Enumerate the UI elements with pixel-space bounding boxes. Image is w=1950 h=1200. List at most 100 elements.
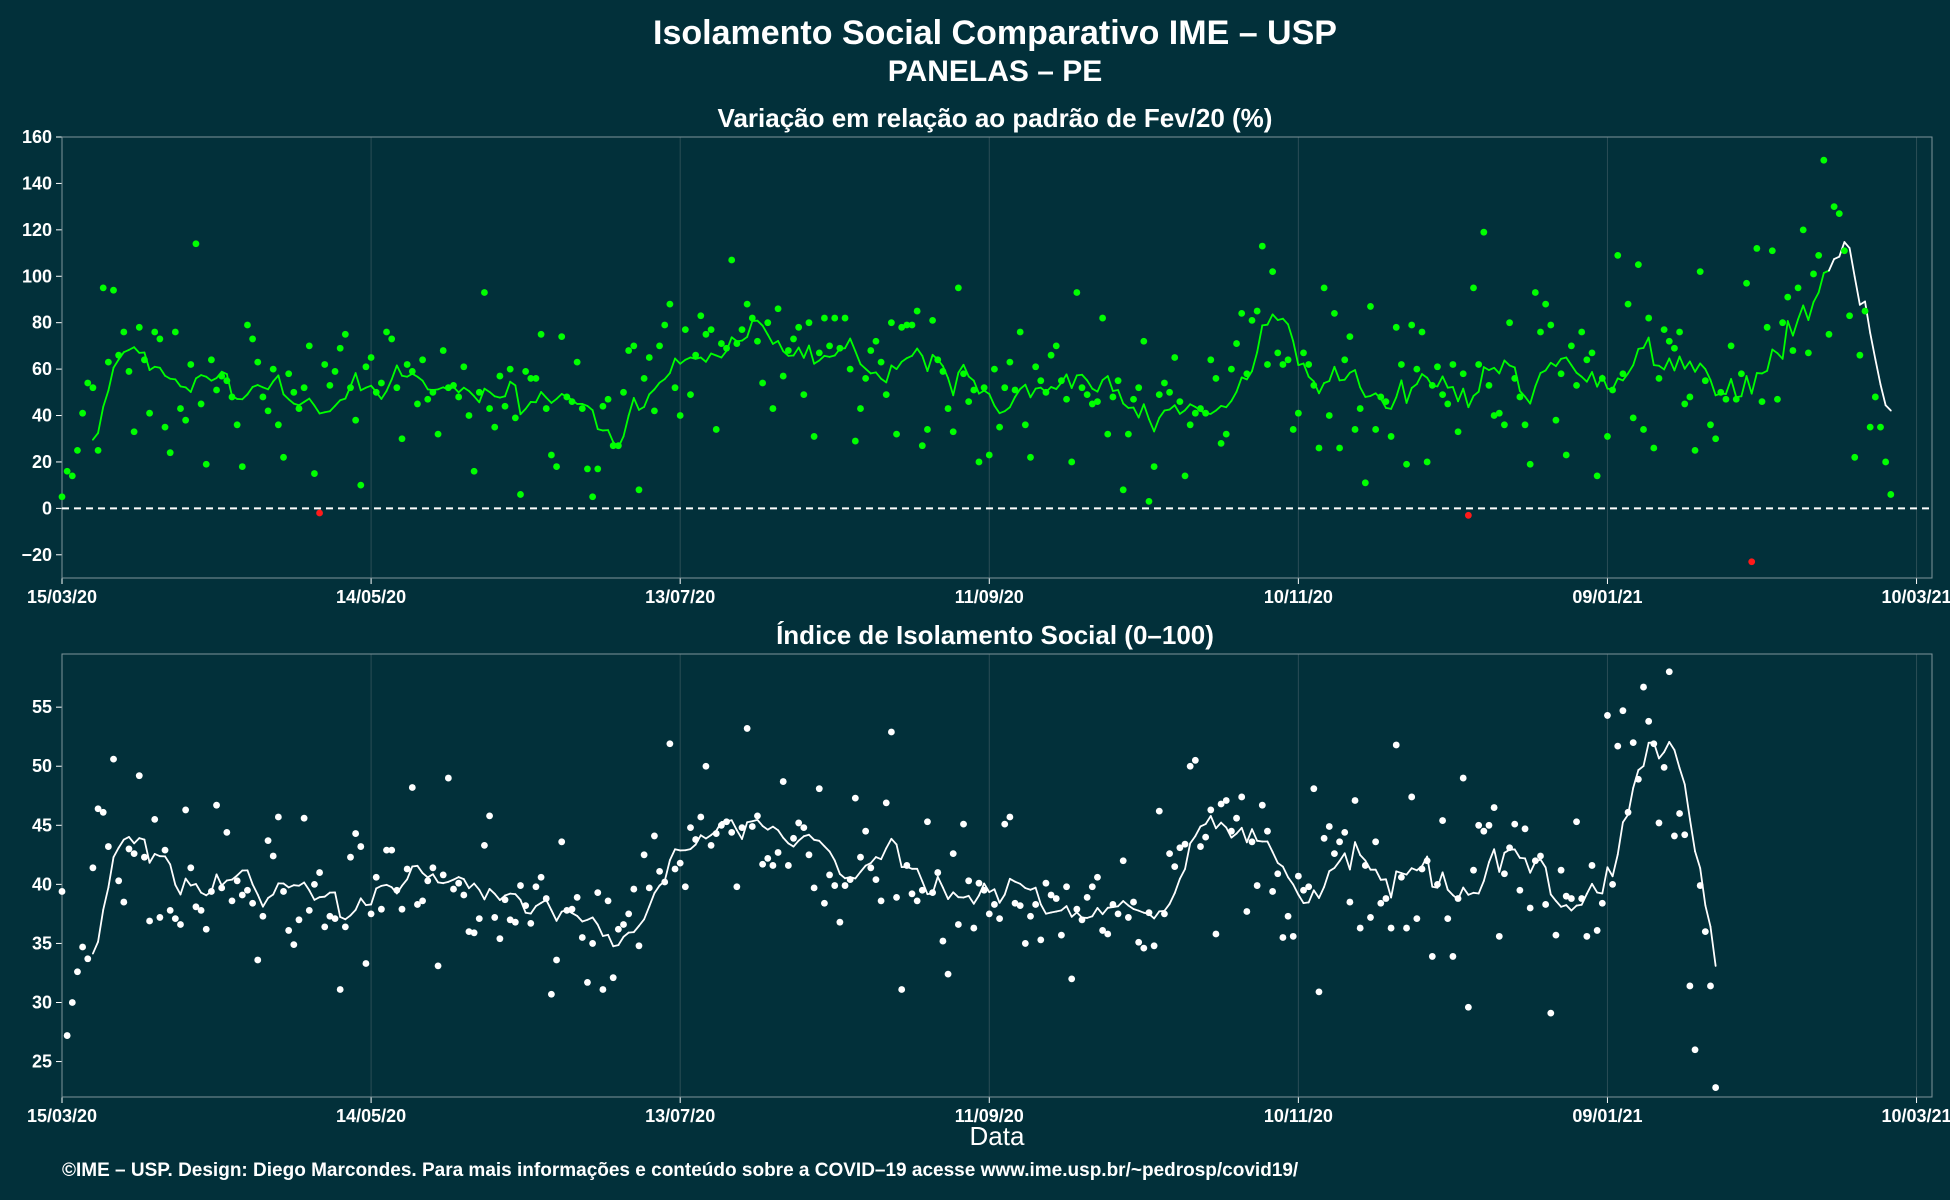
p1-point <box>1341 356 1349 364</box>
p2-trend-segment <box>122 836 130 841</box>
p1-trend-segment <box>380 390 388 400</box>
p2-point <box>1222 797 1230 804</box>
p2-point <box>141 853 148 861</box>
p1-point <box>1099 314 1107 322</box>
p1-point <box>202 460 210 468</box>
p2-point <box>1454 895 1462 902</box>
p1-point <box>975 458 983 466</box>
p1-trend-segment <box>715 354 723 359</box>
p2-trend-segment <box>808 833 816 841</box>
p1-point <box>651 407 658 415</box>
p2-point <box>1305 883 1313 891</box>
p2-point <box>362 960 370 967</box>
p1-point <box>1686 393 1694 401</box>
p2-point <box>1155 807 1163 815</box>
p1-trend-segment <box>627 397 635 417</box>
p2-trend-segment <box>1513 848 1521 859</box>
p1-point <box>99 284 107 292</box>
p2-trend-segment <box>833 859 841 875</box>
p1-point <box>738 326 746 334</box>
p2-trend-segment <box>1328 867 1336 873</box>
p2-point <box>939 937 947 945</box>
p1-point <box>1130 395 1137 403</box>
p1-trend-segment <box>457 386 465 394</box>
p1-trend-segment <box>1132 406 1140 419</box>
p1-trend-segment <box>1812 291 1820 304</box>
p2-trend-segment <box>1117 900 1125 908</box>
p1-trend-segment <box>1415 373 1423 385</box>
p1-point <box>1114 377 1122 385</box>
p1-point <box>1624 300 1632 308</box>
p1-point <box>1274 349 1282 357</box>
p2-point <box>1356 924 1364 932</box>
p1-trend-segment <box>1730 378 1738 399</box>
p2-point <box>733 883 741 891</box>
p2-point <box>398 905 406 913</box>
p1-trend-segment <box>1271 313 1279 321</box>
p2-point <box>784 862 792 869</box>
p2-trend-segment <box>735 829 743 840</box>
p1-trend-segment <box>267 380 275 391</box>
p1-trend-segment <box>478 387 486 404</box>
p2-trend-segment <box>287 884 295 889</box>
p1-trend-segment <box>303 397 311 403</box>
p2-point <box>1408 793 1416 801</box>
p1-point <box>249 335 257 343</box>
p1-point <box>1078 384 1086 392</box>
p2-point <box>264 837 272 845</box>
p1-point <box>1531 289 1539 296</box>
p2-point <box>851 794 859 802</box>
p1-point <box>1408 321 1416 329</box>
p1-point <box>1820 156 1828 164</box>
p2-trend-segment <box>1549 893 1557 902</box>
p1-trend-segment <box>524 401 532 410</box>
p1-point <box>326 381 334 389</box>
p2-point <box>305 906 313 914</box>
p1-point <box>821 314 828 322</box>
p2-trend-segment <box>1086 915 1094 919</box>
p1-trend-segment <box>1333 365 1341 382</box>
p1-trend-segment <box>1694 362 1702 373</box>
p2-trend-segment <box>354 897 362 911</box>
p1-point <box>991 365 998 373</box>
p2-point <box>290 941 298 949</box>
p2-point <box>1598 899 1606 907</box>
p2-point <box>1604 712 1611 719</box>
p1-point <box>414 400 421 408</box>
p2-point <box>285 927 293 934</box>
p2-point <box>372 873 380 881</box>
p1-trend-segment <box>349 372 357 388</box>
p1-point <box>1269 268 1277 276</box>
p2-trend-segment <box>1488 848 1496 864</box>
p2-trend-segment <box>1209 815 1217 830</box>
p2-trend-segment <box>993 888 1001 904</box>
p2-point <box>1227 827 1235 835</box>
p1-point <box>913 307 921 315</box>
p1-point <box>151 328 159 336</box>
p1-point <box>1743 279 1750 287</box>
p2-point <box>408 784 416 791</box>
p1-trend-segment <box>1781 320 1789 360</box>
p2-trend-segment <box>169 863 177 886</box>
p2-point <box>1557 866 1565 874</box>
p2-point <box>1501 870 1508 878</box>
p2-trend-segment <box>1199 823 1207 828</box>
p1-trend-segment <box>246 386 254 396</box>
p1-point <box>1614 251 1622 259</box>
p1-point <box>851 437 859 445</box>
p1-point <box>1021 421 1029 429</box>
p2-point <box>1377 899 1385 907</box>
p1-point <box>125 368 133 375</box>
p2-point <box>934 869 942 876</box>
p2-point <box>584 979 591 986</box>
p2-point <box>1645 717 1653 725</box>
p1-trend-segment <box>622 414 630 438</box>
p2-trend-segment <box>334 891 342 918</box>
p2-trend-segment <box>483 888 491 901</box>
p1-point <box>558 333 566 341</box>
p2-point <box>1619 707 1627 715</box>
p1-point <box>877 358 885 366</box>
p2-point <box>728 828 736 836</box>
p2-point <box>908 890 916 898</box>
p1-trend-segment <box>1570 364 1578 374</box>
